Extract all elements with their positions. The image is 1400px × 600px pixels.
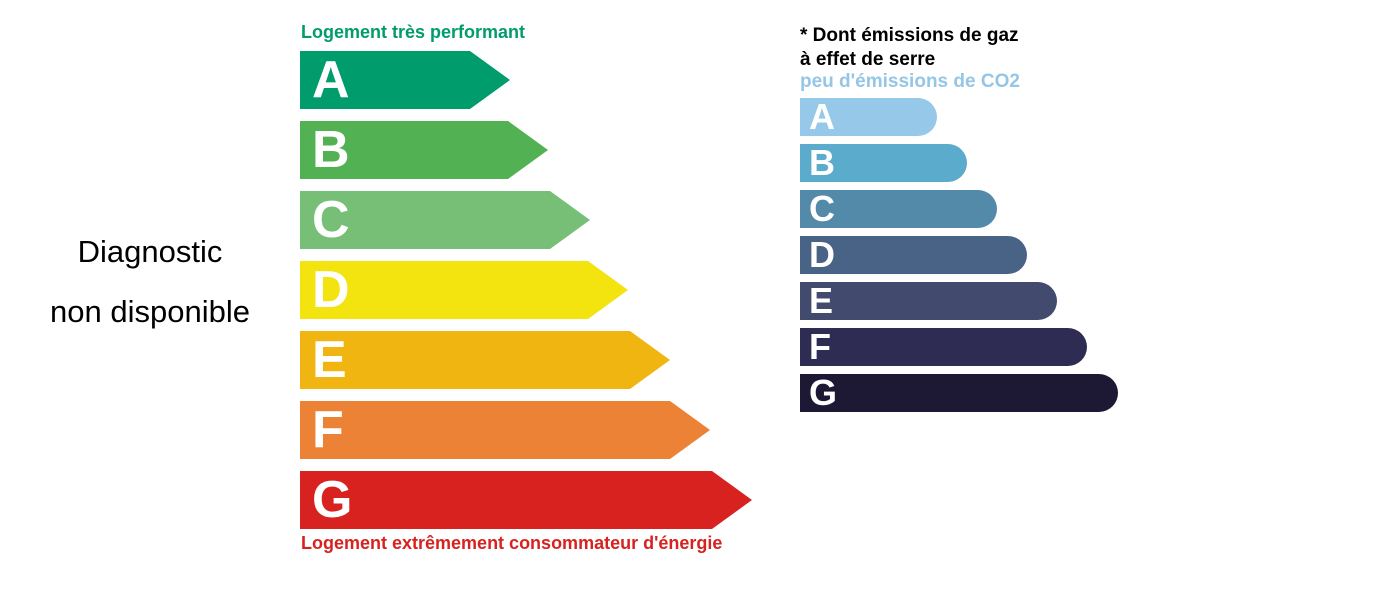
energy-scale-top-label: Logement très performant <box>301 22 526 42</box>
co2-bar-letter-f: F <box>809 326 831 367</box>
energy-bar-letter-c: C <box>312 191 350 249</box>
energy-bar-letter-d: D <box>312 261 350 319</box>
energy-scale-bottom-label: Logement extrêmement consommateur d'éner… <box>301 533 723 553</box>
energy-bar-c: C <box>300 191 590 249</box>
energy-bar-letter-e: E <box>312 331 347 389</box>
co2-bar-b: B <box>800 144 967 182</box>
co2-bar-g: G <box>800 374 1118 412</box>
energy-bar-e: E <box>300 331 670 389</box>
co2-scale-title-line1: * Dont émissions de gaz <box>800 25 1019 46</box>
co2-bar-c: C <box>800 190 997 228</box>
diagnostic-unavailable-line1: Diagnostic <box>77 234 223 269</box>
energy-bar-d: D <box>300 261 628 319</box>
co2-bar-a: A <box>800 98 937 136</box>
co2-scale-title: * Dont émissions de gaz à effet de serre <box>800 24 1019 72</box>
co2-bar-letter-a: A <box>809 96 835 137</box>
co2-scale-subtitle: peu d'émissions de CO2 <box>800 71 1020 92</box>
energy-bar-b: B <box>300 121 548 179</box>
co2-bar-letter-b: B <box>809 142 835 183</box>
energy-bar-letter-g: G <box>312 471 353 529</box>
energy-bar-letter-a: A <box>312 51 350 109</box>
co2-bar-e: E <box>800 282 1057 320</box>
co2-bar-letter-c: C <box>809 188 835 229</box>
energy-bar-letter-f: F <box>312 401 344 459</box>
co2-bar-letter-e: E <box>809 280 834 321</box>
diagnostic-unavailable-notice: Diagnostic non disponible <box>10 222 290 342</box>
co2-bar-letter-g: G <box>809 372 838 413</box>
energy-bar-f: F <box>300 401 710 459</box>
energy-bar-letter-b: B <box>312 121 350 179</box>
energy-bar-a: A <box>300 51 510 109</box>
co2-bar-f: F <box>800 328 1087 366</box>
diagnostic-unavailable-line2: non disponible <box>50 294 250 329</box>
energy-bar-g: G <box>300 471 752 529</box>
co2-bar-letter-d: D <box>809 234 835 275</box>
co2-bar-d: D <box>800 236 1027 274</box>
co2-scale-title-line2: à effet de serre <box>800 49 936 70</box>
